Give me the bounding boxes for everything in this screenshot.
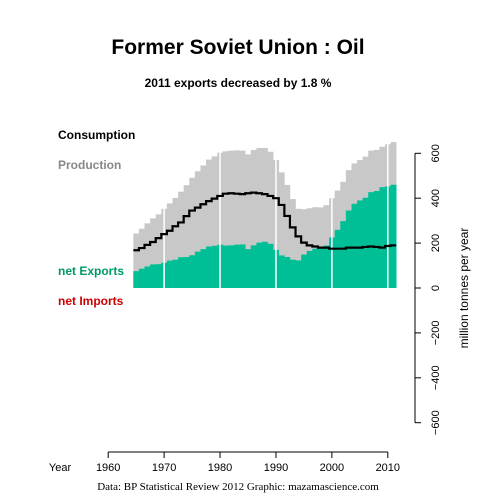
production-bar-1967 bbox=[144, 223, 151, 288]
production-bar-1971 bbox=[166, 203, 173, 288]
net-exports-bar-1968 bbox=[150, 264, 157, 288]
production-bar-1974 bbox=[183, 185, 190, 288]
net-exports-bar-1993 bbox=[289, 259, 296, 288]
net-exports-bar-1989 bbox=[267, 243, 274, 288]
y-tick-label-400: 400 bbox=[430, 189, 442, 207]
production-bar-1976 bbox=[194, 171, 201, 288]
net-exports-bar-1991 bbox=[278, 255, 285, 288]
y-tick-label--400: −400 bbox=[430, 365, 442, 390]
net-exports-bar-1997 bbox=[312, 248, 319, 288]
net-exports-bar-1999 bbox=[323, 245, 330, 288]
net-exports-bar-1987 bbox=[256, 242, 263, 288]
net-exports-bar-1992 bbox=[284, 257, 291, 288]
net-exports-bar-1978 bbox=[206, 246, 212, 288]
net-exports-bar-1977 bbox=[200, 249, 207, 288]
production-bar-1994 bbox=[295, 208, 302, 288]
net-exports-bar-2002 bbox=[340, 221, 347, 288]
net-exports-bar-1973 bbox=[178, 257, 184, 288]
net-exports-bar-1982 bbox=[228, 245, 235, 288]
net-exports-bar-1986 bbox=[250, 245, 257, 288]
net-exports-bar-1994 bbox=[295, 260, 302, 288]
net-exports-bar-2006 bbox=[362, 197, 369, 288]
production-bar-1968 bbox=[150, 218, 157, 288]
net-exports-bar-2003 bbox=[345, 210, 352, 288]
legend-net-exports: net Exports bbox=[58, 264, 125, 278]
production-bar-1977 bbox=[200, 165, 207, 288]
production-bar-1979 bbox=[211, 156, 218, 288]
production-bar-1991 bbox=[278, 172, 285, 288]
x-axis-label: Year bbox=[49, 462, 72, 474]
net-exports-bar-1975 bbox=[189, 255, 196, 288]
net-exports-bar-1983 bbox=[234, 244, 240, 288]
production-bar-1972 bbox=[172, 197, 179, 288]
y-tick-label-600: 600 bbox=[430, 144, 442, 162]
data-credit: Data: BP Statistical Review 2012 Graphic… bbox=[97, 481, 379, 493]
production-bar-1993 bbox=[289, 199, 296, 288]
production-bar-1986 bbox=[250, 149, 257, 288]
net-exports-bar-1972 bbox=[172, 259, 179, 288]
legend-consumption: Consumption bbox=[58, 128, 136, 142]
net-exports-bar-2004 bbox=[351, 203, 358, 288]
production-bar-1973 bbox=[178, 191, 184, 288]
production-bar-1984 bbox=[239, 150, 246, 288]
net-exports-bar-1971 bbox=[166, 260, 173, 288]
legend-net-imports: net Imports bbox=[58, 294, 124, 308]
production-bar-1985 bbox=[245, 154, 252, 288]
net-exports-bar-1998 bbox=[317, 247, 324, 288]
production-bar-1987 bbox=[256, 147, 263, 288]
x-tick-label-1960: 1960 bbox=[96, 462, 120, 474]
production-bar-1982 bbox=[228, 150, 235, 288]
production-bar-1966 bbox=[138, 228, 145, 288]
net-exports-bar-2007 bbox=[368, 192, 375, 288]
net-exports-bar-1965 bbox=[133, 271, 140, 288]
x-tick-label-2010: 2010 bbox=[376, 462, 400, 474]
production-bar-1992 bbox=[284, 184, 291, 288]
chart-title: Former Soviet Union : Oil bbox=[111, 36, 365, 59]
net-exports-bar-1966 bbox=[138, 268, 145, 288]
production-bar-1996 bbox=[306, 208, 313, 288]
production-bar-1978 bbox=[206, 159, 212, 288]
production-bar-1969 bbox=[155, 214, 162, 288]
net-exports-bar-1969 bbox=[155, 264, 162, 288]
production-bar-1965 bbox=[133, 233, 140, 288]
net-exports-bar-2008 bbox=[373, 191, 380, 288]
net-exports-bar-2001 bbox=[334, 229, 341, 288]
y-tick-label--200: −200 bbox=[430, 321, 442, 346]
production-bar-1995 bbox=[301, 209, 308, 288]
net-exports-bar-1995 bbox=[301, 254, 308, 288]
net-exports-bar-2005 bbox=[357, 200, 363, 288]
net-exports-bar-1988 bbox=[261, 241, 268, 288]
net-exports-bar-2011 bbox=[390, 184, 397, 288]
consumption-line bbox=[133, 191, 397, 252]
production-bar-1997 bbox=[312, 207, 319, 288]
net-exports-bar-1967 bbox=[144, 266, 151, 288]
production-bar-1975 bbox=[189, 177, 196, 288]
production-bar-1981 bbox=[222, 151, 229, 288]
chart-subtitle: 2011 exports decreased by 1.8 % bbox=[144, 76, 332, 90]
production-bar-1983 bbox=[234, 150, 240, 288]
net-exports-bar-1979 bbox=[211, 245, 218, 288]
net-exports-bar-1981 bbox=[222, 245, 229, 288]
legend-production: Production bbox=[58, 158, 122, 172]
x-tick-label-1980: 1980 bbox=[208, 462, 232, 474]
x-tick-label-1990: 1990 bbox=[264, 462, 288, 474]
net-exports-bar-1996 bbox=[306, 250, 313, 288]
net-exports-bar-2009 bbox=[379, 187, 386, 288]
net-exports-bar-1985 bbox=[245, 249, 252, 288]
y-tick-label-0: 0 bbox=[430, 285, 442, 291]
net-exports-bar-1984 bbox=[239, 244, 246, 288]
net-exports-bar-1974 bbox=[183, 257, 190, 288]
x-tick-label-1970: 1970 bbox=[152, 462, 176, 474]
y-tick-label--600: −600 bbox=[430, 410, 442, 435]
production-bar-1988 bbox=[261, 147, 268, 288]
production-bar-1989 bbox=[267, 151, 274, 288]
y-tick-label-200: 200 bbox=[430, 234, 442, 252]
x-tick-label-2000: 2000 bbox=[320, 462, 344, 474]
net-exports-bar-1976 bbox=[194, 251, 201, 288]
